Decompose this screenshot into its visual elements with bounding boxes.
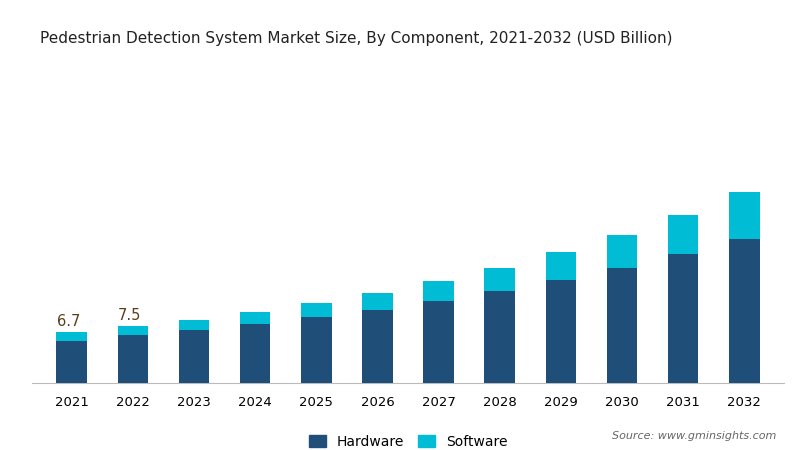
Bar xyxy=(485,268,515,291)
Text: 7.5: 7.5 xyxy=(118,307,142,323)
Bar xyxy=(118,335,148,382)
Bar xyxy=(301,303,331,317)
Bar xyxy=(240,324,270,382)
Text: 6.7: 6.7 xyxy=(57,314,80,328)
Bar xyxy=(606,268,638,382)
Bar xyxy=(362,293,393,310)
Bar xyxy=(423,281,454,301)
Bar xyxy=(301,317,331,382)
Bar xyxy=(57,341,87,382)
Bar xyxy=(178,330,210,382)
Text: Source: www.gminsights.com: Source: www.gminsights.com xyxy=(612,431,776,441)
Bar xyxy=(57,332,87,341)
Bar xyxy=(729,238,759,382)
Bar xyxy=(546,252,576,280)
Bar xyxy=(668,254,698,382)
Bar xyxy=(178,320,210,330)
Legend: Hardware, Software: Hardware, Software xyxy=(303,429,513,450)
Bar xyxy=(423,301,454,382)
Bar xyxy=(240,312,270,324)
Bar xyxy=(546,280,576,382)
Text: Pedestrian Detection System Market Size, By Component, 2021-2032 (USD Billion): Pedestrian Detection System Market Size,… xyxy=(40,32,673,46)
Bar xyxy=(729,192,759,239)
Bar xyxy=(606,235,638,268)
Bar xyxy=(362,310,393,382)
Bar xyxy=(668,215,698,254)
Bar xyxy=(485,291,515,382)
Bar xyxy=(118,326,148,335)
